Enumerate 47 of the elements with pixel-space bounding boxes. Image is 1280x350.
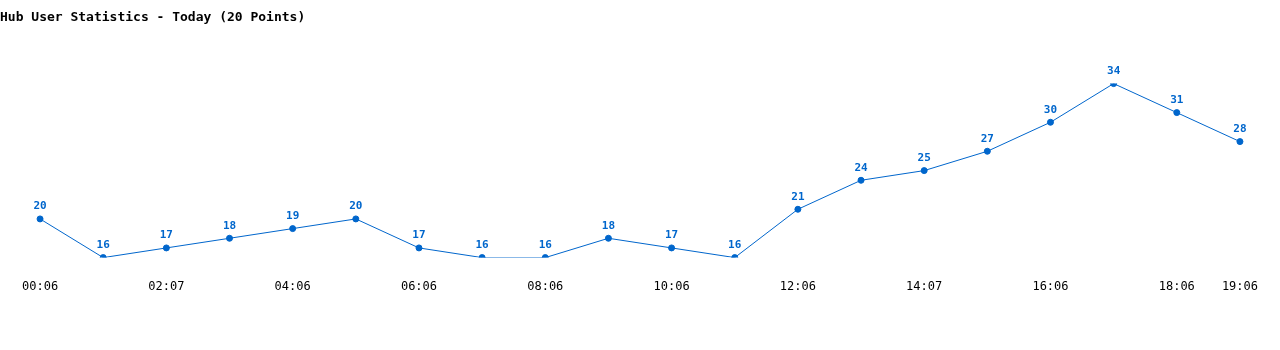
data-label: 17 xyxy=(664,228,679,242)
x-tick-label: 19:06 xyxy=(1221,278,1258,293)
data-label: 18 xyxy=(601,218,616,232)
data-label: 27 xyxy=(980,131,994,145)
point xyxy=(226,234,234,242)
x-tick-label: 16:06 xyxy=(1032,278,1069,293)
point xyxy=(36,215,44,223)
x-tick-label: 14:07 xyxy=(906,278,943,293)
point xyxy=(668,244,676,252)
data-label: 20 xyxy=(33,199,47,213)
data-label: 34 xyxy=(1107,63,1121,77)
data-label: 21 xyxy=(791,189,805,203)
data-label: 16 xyxy=(96,237,111,251)
point xyxy=(1236,138,1244,146)
data-label: 24 xyxy=(854,160,869,174)
data-label: 25 xyxy=(917,150,931,164)
point xyxy=(1173,109,1181,117)
data-label: 16 xyxy=(475,237,490,251)
data-label: 18 xyxy=(222,218,237,232)
data-label: 19 xyxy=(286,208,300,222)
point xyxy=(983,147,991,155)
point xyxy=(920,167,928,175)
x-tick-label: 02:07 xyxy=(148,278,185,293)
point xyxy=(604,234,612,242)
point xyxy=(1046,118,1054,126)
data-label: 28 xyxy=(1233,121,1247,135)
point xyxy=(794,205,802,213)
data-label: 30 xyxy=(1043,102,1058,116)
data-label: 17 xyxy=(412,228,426,242)
point xyxy=(857,176,865,184)
data-label: 16 xyxy=(728,237,742,251)
data-label: 16 xyxy=(538,237,553,251)
point xyxy=(352,215,360,223)
x-tick-label: 00:06 xyxy=(22,278,59,293)
x-tick-label: 10:06 xyxy=(653,278,690,293)
x-tick-label: 18:06 xyxy=(1158,278,1195,293)
point xyxy=(289,225,297,233)
point xyxy=(162,244,170,252)
x-tick-label: 04:06 xyxy=(274,278,311,293)
chart-title: Hub User Statistics - Today (20 Points) xyxy=(0,9,306,25)
data-label: 31 xyxy=(1170,92,1184,106)
x-tick-label: 08:06 xyxy=(527,278,564,293)
point xyxy=(415,244,423,252)
data-label: 17 xyxy=(159,228,173,242)
x-tick-label: 12:06 xyxy=(779,278,816,293)
data-label: 20 xyxy=(349,199,363,213)
x-tick-label: 06:06 xyxy=(400,278,438,293)
